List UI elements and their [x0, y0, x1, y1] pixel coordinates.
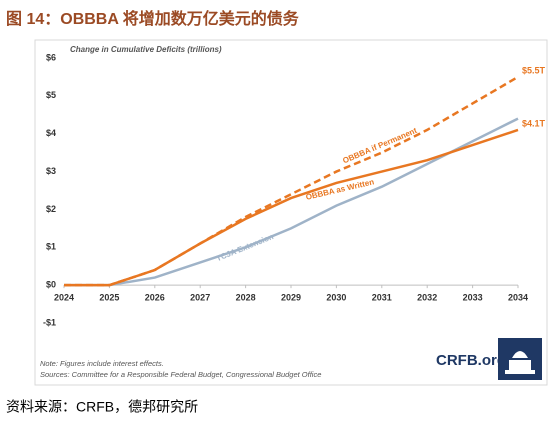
source: 资料来源：CRFB，德邦研究所 [6, 399, 198, 415]
y-tick-label: $1 [46, 242, 56, 252]
x-tick-label: 2030 [326, 293, 346, 303]
y-tick-label: -$1 [43, 317, 56, 327]
end-label: $4.1T [522, 118, 546, 128]
series-line [64, 75, 519, 287]
x-tick-label: 2025 [99, 293, 119, 303]
y-tick-label: $3 [46, 166, 56, 176]
x-tick-label: 2032 [417, 293, 437, 303]
y-tick-label: $0 [46, 280, 56, 290]
y-axis-label: Change in Cumulative Deficits (trillions… [70, 45, 222, 54]
x-tick-label: 2024 [54, 293, 74, 303]
x-tick-label: 2026 [145, 293, 165, 303]
y-tick-label: $4 [46, 128, 56, 138]
x-tick-label: 2031 [372, 293, 392, 303]
logo: CRFB.org [436, 352, 506, 369]
y-tick-label: $6 [46, 52, 56, 62]
logo-capitol [505, 351, 535, 374]
note: Note: Figures include interest effects. [40, 359, 164, 368]
y-tick-label: $5 [46, 90, 56, 100]
y-tick-label: $2 [46, 204, 56, 214]
x-tick-label: 2027 [190, 293, 210, 303]
x-tick-label: 2034 [508, 293, 528, 303]
figure-title: 图 14：OBBBA 将增加数万亿美元的债务 [6, 9, 300, 28]
end-label: $5.5T [522, 65, 546, 75]
chart-frame [34, 39, 548, 386]
x-tick-label: 2029 [281, 293, 301, 303]
x-tick-label: 2028 [236, 293, 256, 303]
x-tick-label: 2033 [463, 293, 483, 303]
note: Sources: Committee for a Responsible Fed… [40, 370, 321, 379]
